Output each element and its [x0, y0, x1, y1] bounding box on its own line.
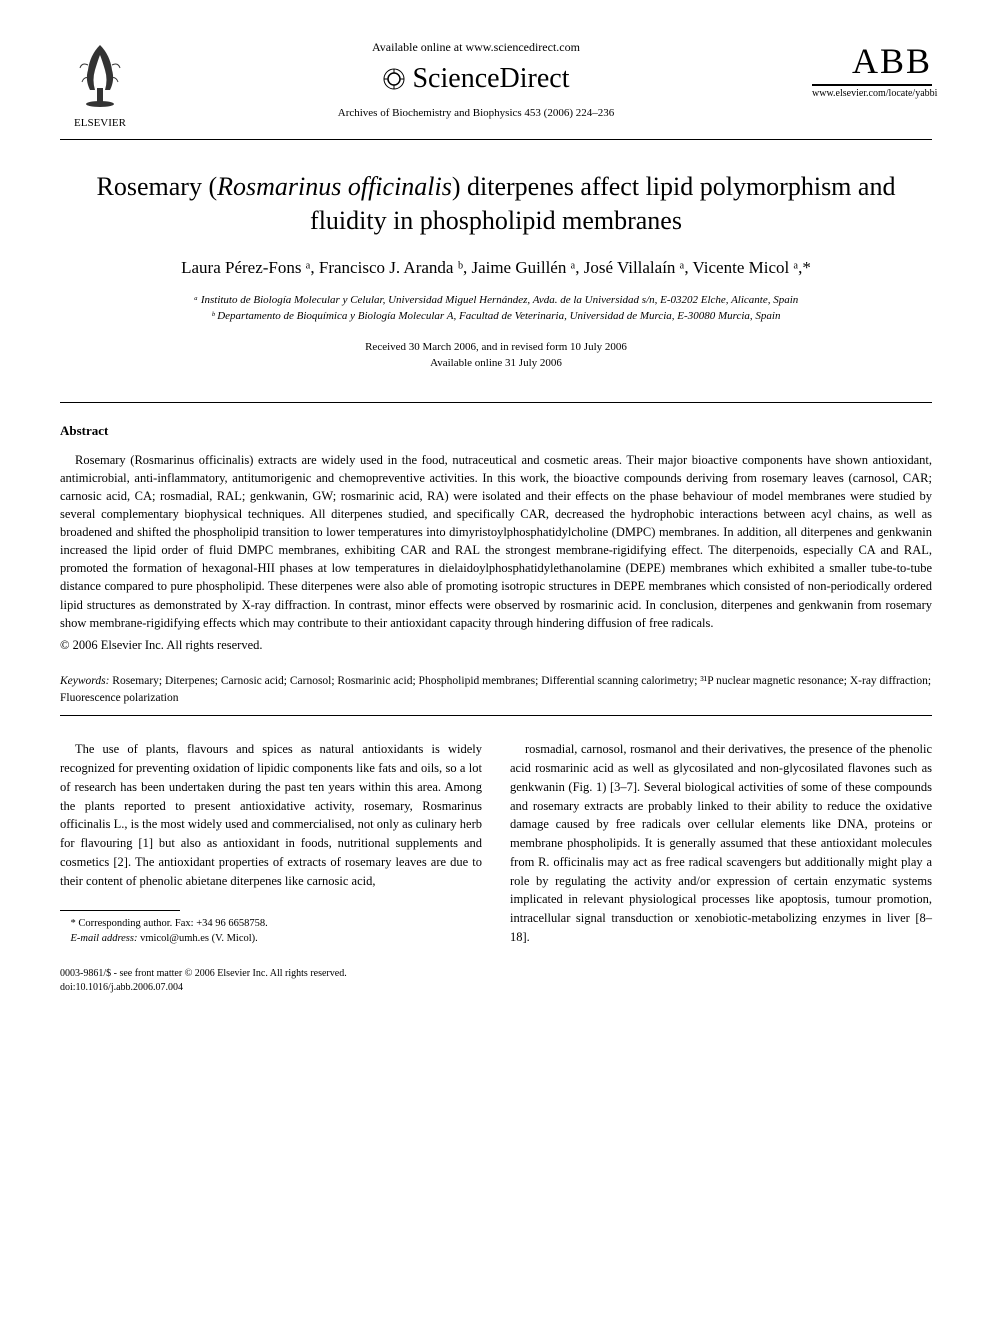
body-column-left: The use of plants, flavours and spices a… — [60, 740, 482, 994]
affiliations: ᵃ Instituto de Biología Molecular y Celu… — [60, 292, 932, 325]
affiliation-a: ᵃ Instituto de Biología Molecular y Celu… — [60, 292, 932, 309]
header-row: ELSEVIER Available online at www.science… — [60, 40, 932, 129]
keywords-label: Keywords: — [60, 675, 109, 687]
divider-top — [60, 139, 932, 140]
sciencedirect-icon — [382, 67, 406, 91]
corresponding-author: * Corresponding author. Fax: +34 96 6658… — [60, 917, 482, 932]
abstract-text: Rosemary (Rosmarinus officinalis) extrac… — [60, 451, 932, 632]
sciencedirect-text: ScienceDirect — [412, 63, 569, 95]
body-columns: The use of plants, flavours and spices a… — [60, 740, 932, 994]
title-species: Rosmarinus officinalis — [217, 172, 452, 201]
abb-url: www.elsevier.com/locate/yabbi — [812, 88, 932, 99]
article-title: Rosemary (Rosmarinus officinalis) diterp… — [60, 170, 932, 238]
divider-abstract-bottom — [60, 715, 932, 716]
sciencedirect-logo: ScienceDirect — [140, 63, 812, 95]
title-prefix: Rosemary ( — [97, 172, 218, 201]
body-para-2: rosmadial, carnosol, rosmanol and their … — [510, 740, 932, 946]
abb-logo-text: ABB — [812, 40, 932, 86]
divider-abstract-top — [60, 402, 932, 403]
available-online-text: Available online at www.sciencedirect.co… — [140, 40, 812, 55]
elsevier-logo: ELSEVIER — [60, 40, 140, 129]
email-footnote: E-mail address: vmicol@umh.es (V. Micol)… — [60, 932, 482, 947]
keywords-text: Rosemary; Diterpenes; Carnosic acid; Car… — [60, 675, 931, 704]
received-date: Received 30 March 2006, and in revised f… — [60, 339, 932, 356]
body-para-1: The use of plants, flavours and spices a… — [60, 740, 482, 890]
abb-logo-block: ABB www.elsevier.com/locate/yabbi — [812, 40, 932, 99]
abstract-copyright: © 2006 Elsevier Inc. All rights reserved… — [60, 638, 932, 653]
body-column-right: rosmadial, carnosol, rosmanol and their … — [510, 740, 932, 994]
footer-doi: doi:10.1016/j.abb.2006.07.004 — [60, 981, 482, 995]
email-address: vmicol@umh.es (V. Micol). — [140, 933, 258, 944]
abstract-heading: Abstract — [60, 423, 932, 439]
elsevier-tree-icon — [70, 40, 130, 110]
article-dates: Received 30 March 2006, and in revised f… — [60, 339, 932, 372]
email-label: E-mail address: — [71, 933, 138, 944]
elsevier-label: ELSEVIER — [60, 117, 140, 129]
journal-reference: Archives of Biochemistry and Biophysics … — [140, 107, 812, 119]
affiliation-b: ᵇ Departamento de Bioquímica y Biología … — [60, 308, 932, 325]
authors-list: Laura Pérez-Fons ᵃ, Francisco J. Aranda … — [60, 258, 932, 278]
footer-front-matter: 0003-9861/$ - see front matter © 2006 El… — [60, 967, 482, 981]
keywords-block: Keywords: Rosemary; Diterpenes; Carnosic… — [60, 673, 932, 708]
online-date: Available online 31 July 2006 — [60, 355, 932, 372]
center-header: Available online at www.sciencedirect.co… — [140, 40, 812, 123]
footnote-divider — [60, 910, 180, 911]
